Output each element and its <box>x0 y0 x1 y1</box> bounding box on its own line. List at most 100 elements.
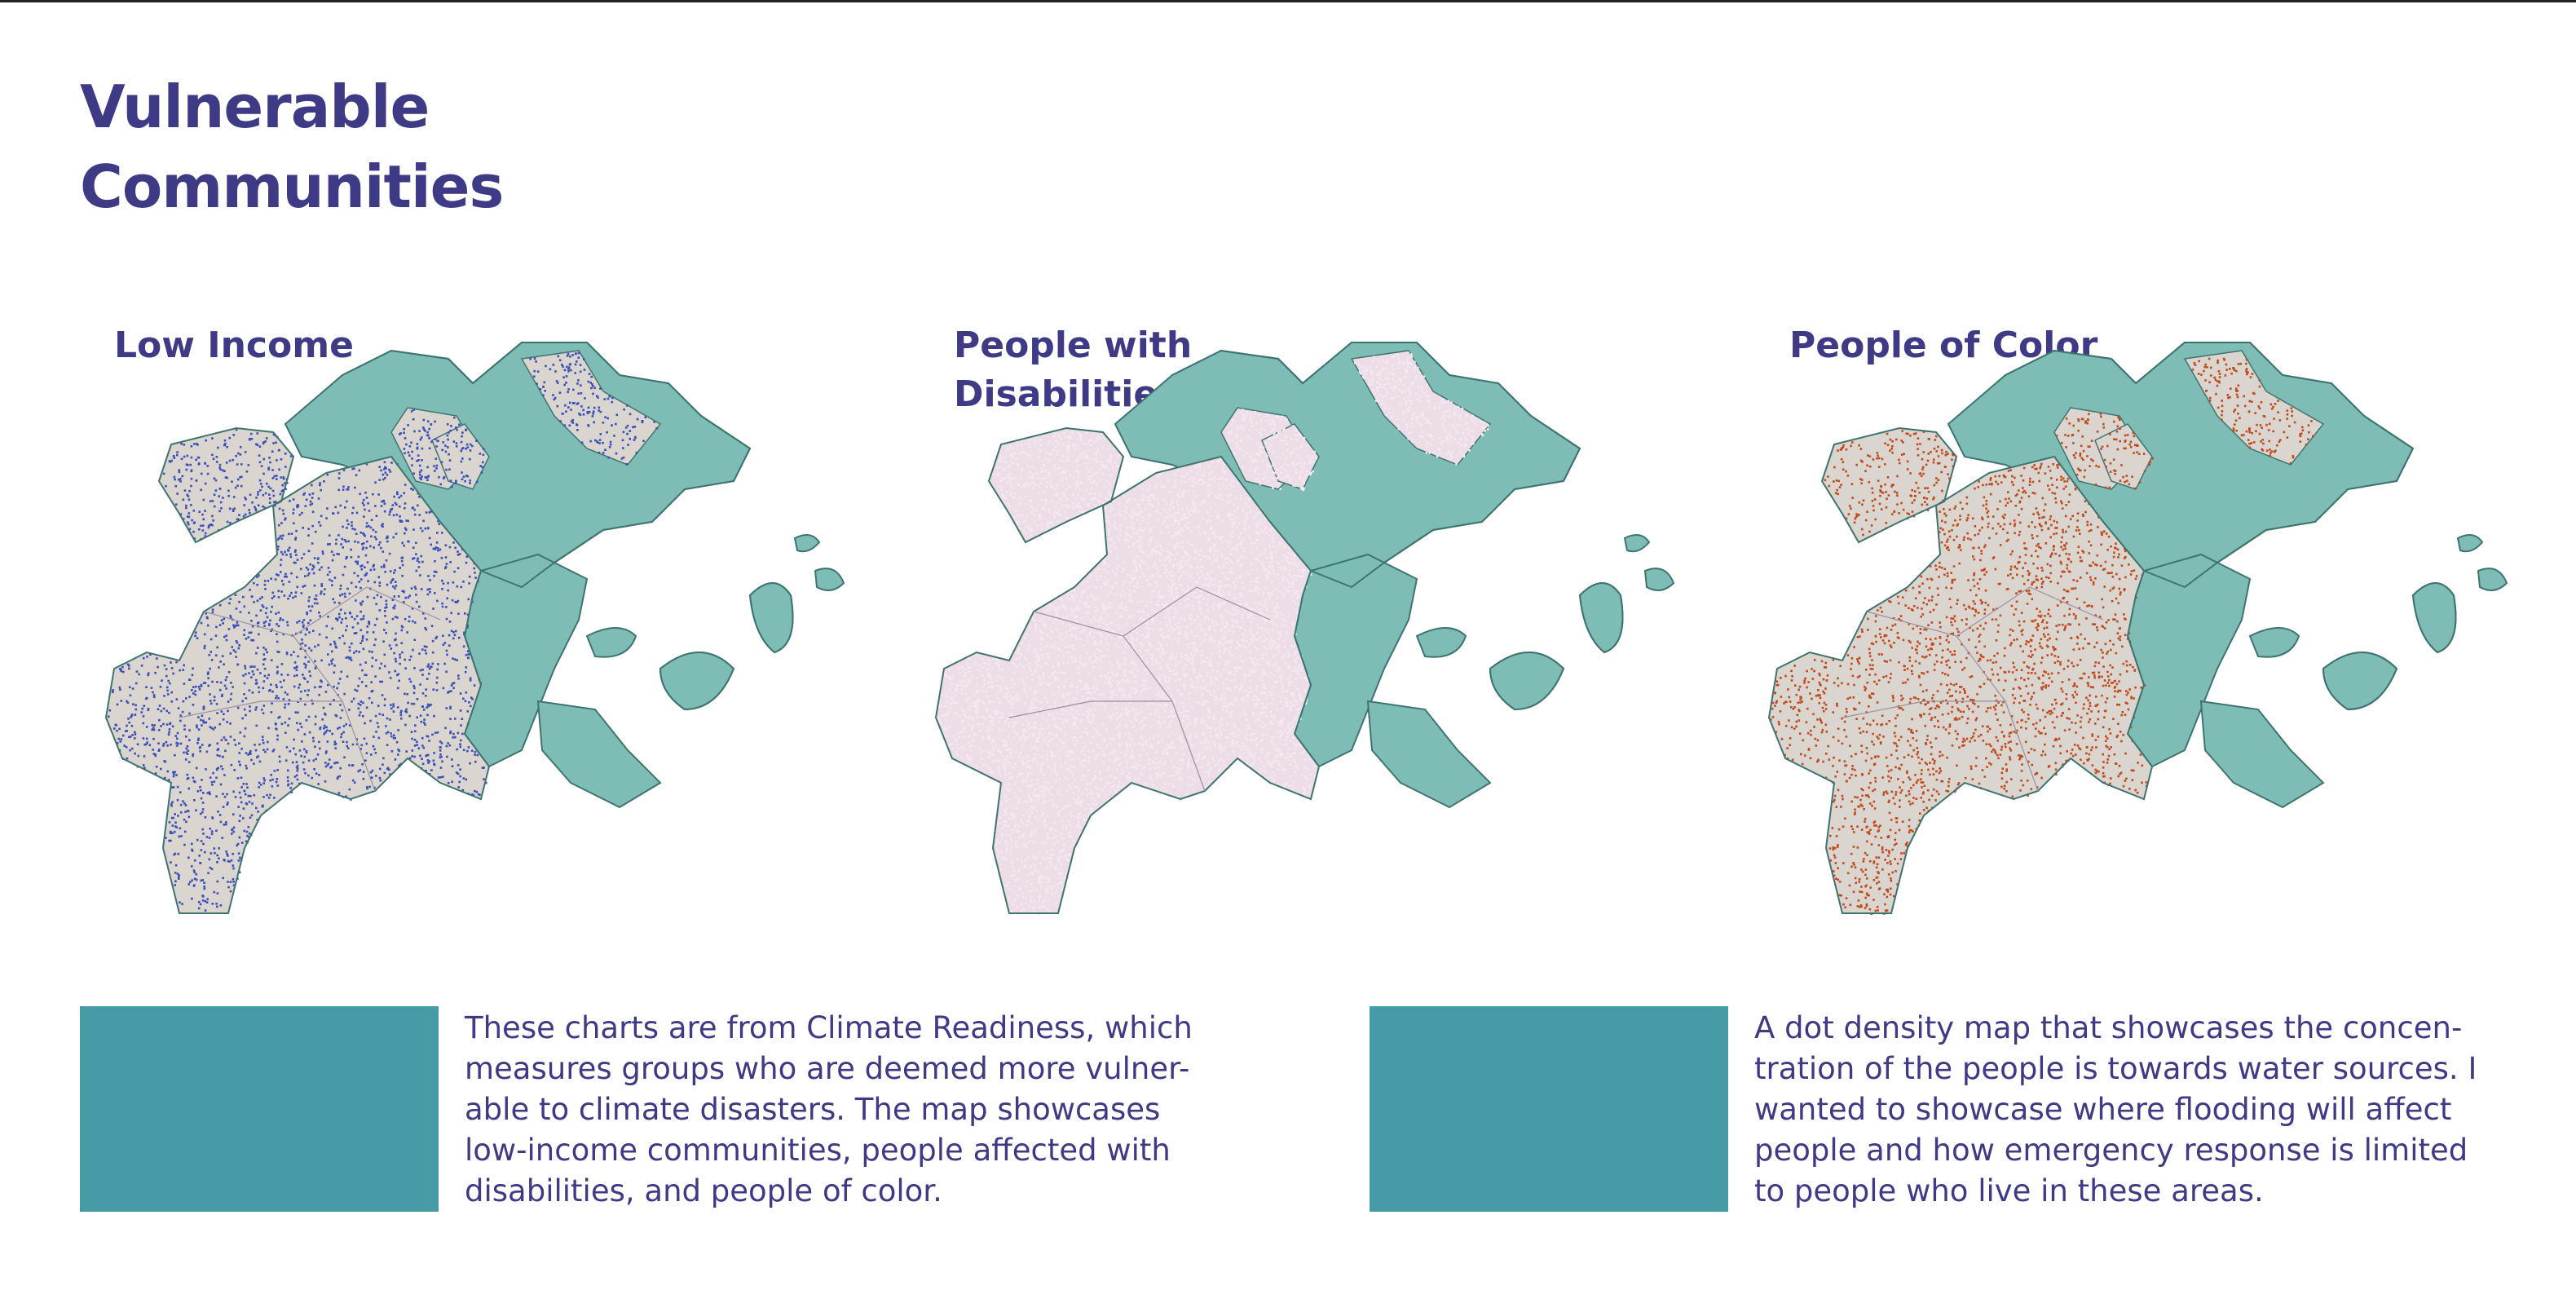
population-dot <box>372 631 375 634</box>
population-dot <box>404 723 407 727</box>
population-dot <box>986 737 990 740</box>
population-dot <box>1129 581 1131 585</box>
population-dot <box>179 480 182 483</box>
population-dot <box>1044 793 1047 797</box>
population-dot <box>1048 878 1051 881</box>
population-dot <box>1065 750 1068 753</box>
population-dot <box>152 749 155 751</box>
population-dot <box>350 556 353 559</box>
population-dot <box>1072 725 1074 727</box>
population-dot <box>1167 667 1171 670</box>
population-dot <box>1029 873 1031 876</box>
population-dot <box>1289 758 1291 762</box>
population-dot <box>233 769 236 771</box>
population-dot <box>1125 699 1128 702</box>
population-dot <box>1189 529 1193 532</box>
population-dot <box>1296 656 1299 659</box>
population-dot <box>176 785 179 789</box>
population-dot <box>220 739 223 741</box>
population-dot <box>311 605 314 607</box>
population-dot <box>1291 462 1294 466</box>
population-dot <box>216 753 218 757</box>
population-dot <box>361 501 364 505</box>
population-dot <box>181 475 184 478</box>
population-dot <box>395 632 397 635</box>
population-dot <box>1116 680 1119 683</box>
population-dot <box>383 610 386 612</box>
population-dot <box>281 534 285 537</box>
population-dot <box>341 618 344 621</box>
population-dot <box>210 833 214 836</box>
population-dot <box>1155 603 1158 606</box>
population-dot <box>347 540 350 543</box>
population-dot <box>1054 445 1057 448</box>
population-dot <box>249 709 251 713</box>
population-dot <box>309 674 312 678</box>
population-dot <box>1075 482 1078 485</box>
population-dot <box>1022 908 1026 911</box>
population-dot <box>1246 762 1248 764</box>
population-dot <box>366 540 368 543</box>
population-dot <box>147 674 149 677</box>
population-dot <box>309 500 312 503</box>
population-dot <box>301 638 303 641</box>
population-dot <box>191 897 193 900</box>
population-dot <box>188 528 192 531</box>
population-dot <box>1384 406 1387 409</box>
population-dot <box>337 511 340 515</box>
population-dot <box>1134 514 1136 517</box>
population-dot <box>1237 426 1239 429</box>
population-dot <box>1170 606 1173 608</box>
population-dot <box>1033 900 1036 903</box>
population-dot <box>345 795 347 798</box>
population-dot <box>435 541 439 544</box>
population-dot <box>1010 828 1013 831</box>
population-dot <box>229 616 232 619</box>
population-dot <box>1128 645 1131 647</box>
population-dot <box>1235 435 1238 438</box>
population-dot <box>174 852 177 855</box>
population-dot <box>964 680 967 683</box>
population-dot <box>1140 543 1142 546</box>
population-dot <box>261 596 263 599</box>
population-dot <box>1160 634 1163 638</box>
population-dot <box>1261 672 1264 674</box>
population-dot <box>304 505 307 507</box>
population-dot <box>1085 580 1088 583</box>
population-dot <box>1208 712 1211 714</box>
population-dot <box>227 886 230 889</box>
population-dot <box>189 463 192 466</box>
population-dot <box>1013 792 1016 794</box>
population-dot <box>284 706 286 709</box>
population-dot <box>1078 705 1081 708</box>
population-dot <box>1118 681 1121 684</box>
population-dot <box>374 675 377 678</box>
population-dot <box>576 423 578 426</box>
population-dot <box>261 709 263 711</box>
population-dot <box>1143 680 1146 683</box>
population-dot <box>1290 562 1293 564</box>
population-dot <box>1400 380 1402 382</box>
population-dot <box>998 700 1001 704</box>
population-dot <box>461 732 464 736</box>
population-dot <box>1010 861 1013 864</box>
population-dot <box>145 737 148 740</box>
population-dot <box>386 583 389 586</box>
population-dot <box>399 515 401 518</box>
population-dot <box>1111 713 1114 716</box>
population-dot <box>345 540 347 543</box>
population-dot <box>297 700 299 703</box>
population-dot <box>1218 604 1221 607</box>
population-dot <box>1125 707 1127 709</box>
population-dot <box>1013 762 1017 766</box>
population-dot <box>243 693 245 696</box>
population-dot <box>201 529 205 532</box>
population-dot <box>588 373 591 375</box>
population-dot <box>558 391 562 394</box>
population-dot <box>343 539 346 541</box>
population-dot <box>1288 683 1290 687</box>
population-dot <box>385 606 388 608</box>
population-dot <box>359 618 363 621</box>
population-dot <box>1021 497 1023 500</box>
population-dot <box>1206 740 1209 743</box>
